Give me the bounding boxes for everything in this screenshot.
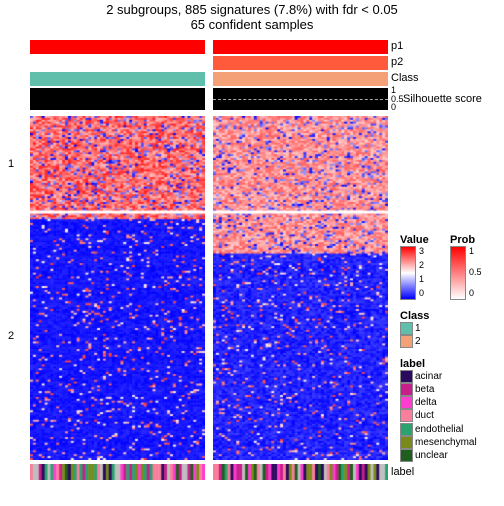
annot-p1-block2 [213,40,388,54]
legend-prob: Prob10.50 [450,234,482,300]
silhouette-dash [213,99,388,100]
legend-class: Class12 [400,310,429,348]
annot-class-block1 [30,72,205,86]
annot-label-bottom: label [391,466,414,478]
heatmap-block1 [30,116,205,460]
annot-silhouette-block1 [30,88,205,110]
sil-tick-1: 1 [391,85,396,95]
legend-value: Value3210 [400,234,429,300]
label-bar-block2 [213,464,388,480]
plot-title: 2 subgroups, 885 signatures (7.8%) with … [0,2,504,17]
annot-label-p2: p2 [391,56,403,68]
annot-p1-block1 [30,40,205,54]
plot-subtitle: 65 confident samples [0,17,504,32]
annot-label-p1: p1 [391,40,403,52]
row-group-1: 1 [8,158,14,170]
annot-class-block2 [213,72,388,86]
row-group-2: 2 [8,330,14,342]
annot-p2-block1 [30,56,205,70]
annot-p2-block2 [213,56,388,70]
legend-label: labelacinarbetadeltaductendothelialmesen… [400,358,477,462]
label-bar-block1 [30,464,205,480]
annot-label-silhouette: Silhouette score [403,93,482,105]
heatmap-block2 [213,116,388,460]
sil-tick-05: 0.5 [391,94,404,104]
annot-label-class: Class [391,72,419,84]
